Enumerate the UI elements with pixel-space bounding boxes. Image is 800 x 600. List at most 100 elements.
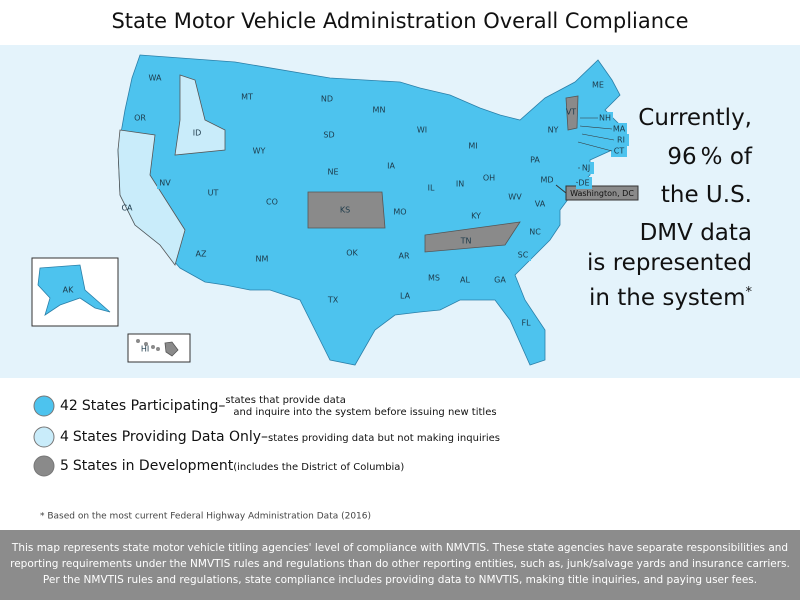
hawaii-island: [136, 339, 140, 343]
state-label: WY: [253, 147, 266, 156]
state-label: SD: [323, 131, 334, 140]
state-shape: [117, 129, 186, 266]
state-label: NY: [548, 126, 559, 135]
state-label: NJ: [582, 164, 590, 173]
state-shape: [527, 226, 543, 238]
state-label: AK: [63, 286, 74, 295]
state-shape: [597, 112, 613, 124]
state-shape: [426, 272, 442, 284]
state-shape: [481, 172, 497, 184]
state-shape: [325, 294, 341, 306]
legend-entry: 42 States Participating–: [60, 398, 225, 414]
state-label: MA: [613, 125, 626, 134]
state-label: VT: [566, 108, 576, 117]
state-label: OK: [346, 249, 358, 258]
state-shape: [424, 221, 521, 253]
legend-swatch: [33, 426, 55, 448]
footnote: * Based on the most current Federal High…: [40, 512, 371, 522]
state-shape: [452, 178, 468, 190]
state-shape: [565, 95, 579, 131]
legend-note: (includes the District of Columbia): [233, 462, 404, 473]
hawaii-island: [144, 342, 148, 346]
state-shape: [507, 191, 523, 203]
state-shape: [132, 112, 148, 124]
state-label: MT: [241, 93, 253, 102]
legend-entry: 5 States in Development: [60, 458, 234, 474]
state-shape: [492, 274, 508, 286]
state-shape: [164, 341, 179, 357]
callout-text: DMV data: [640, 220, 752, 246]
label-leader: [575, 181, 579, 184]
state-label: MD: [540, 176, 553, 185]
footer-line: This map represents state motor vehicle …: [11, 542, 788, 554]
legend-dash: –: [218, 398, 225, 414]
state-shape: [174, 74, 226, 156]
state-label: MS: [428, 274, 440, 283]
state-shape: [457, 274, 473, 286]
legend-dash: –: [261, 429, 268, 445]
state-shape: [264, 196, 280, 208]
state-shape: [147, 72, 163, 84]
state-label: NH: [599, 114, 611, 123]
state-shape: [515, 249, 531, 261]
legend-swatch: [33, 455, 55, 477]
state-label: AZ: [196, 250, 207, 259]
state-shape: [193, 248, 209, 260]
hawaii-island: [151, 345, 155, 349]
state-label: ND: [321, 95, 333, 104]
legend-label: States Providing Data Only: [73, 429, 261, 445]
state-shape: [468, 210, 484, 222]
legend-count: 5: [60, 458, 69, 474]
state-label: CT: [614, 147, 625, 156]
callout-text: % of: [701, 144, 753, 170]
callout-line: is represented: [587, 250, 752, 276]
state-label: UT: [208, 189, 219, 198]
callout-line: 96% of: [667, 144, 753, 170]
footer-line: reporting requirements under the NMVTIS …: [10, 558, 790, 570]
state-label: MO: [393, 208, 406, 217]
state-label: OR: [134, 114, 146, 123]
label-leader: [577, 141, 613, 152]
dc-label: Washington, DC: [570, 189, 634, 198]
callout: Currently, 96% of the U.S. DMV data is repre…: [587, 105, 753, 311]
legend-note: states providing data but not making inq…: [268, 433, 500, 444]
state-label: AR: [398, 252, 409, 261]
state-shape: [325, 166, 341, 178]
state-label: WI: [417, 126, 427, 135]
state-shape: [576, 177, 592, 189]
state-shape: [396, 250, 412, 262]
state-shape: [527, 154, 543, 166]
state-label: NC: [529, 228, 541, 237]
state-shape: [613, 134, 629, 146]
title: State Motor Vehicle Administration Overa…: [111, 9, 688, 33]
state-shape: [590, 79, 606, 91]
state-label: NM: [256, 255, 269, 264]
state-label: CO: [266, 198, 278, 207]
state-shape: [383, 160, 399, 172]
state-label: AL: [460, 276, 470, 285]
state-shape: [611, 145, 627, 157]
callout-text: in the system: [589, 285, 746, 311]
callout-text: Currently,: [638, 105, 752, 131]
state-label: KS: [340, 206, 350, 215]
callout-line: Currently,: [638, 105, 752, 131]
state-label: LA: [400, 292, 411, 301]
state-shape: [254, 253, 270, 265]
callout-asterisk: *: [746, 285, 753, 300]
legend-label: States Participating: [82, 398, 219, 414]
legend-entry: 4 States Providing Data Only–: [60, 429, 268, 445]
state-label: ME: [592, 81, 604, 90]
state-shape: [465, 140, 481, 152]
label-leader: [579, 125, 613, 130]
state-label: IA: [387, 162, 395, 171]
state-shape: [371, 104, 387, 116]
states: WA OR CA ID NV MT WY UT AZ CO NM ND SD NE KS OK TX MN IA MO…: [63, 72, 629, 357]
state-label: TX: [327, 296, 339, 305]
state-shape: [423, 182, 439, 194]
state-label: OH: [483, 174, 495, 183]
state-shape: [397, 290, 413, 302]
state-label: MI: [468, 142, 477, 151]
legend-note: states that provide data: [225, 395, 345, 406]
state-label: WA: [149, 74, 162, 83]
state-label: MN: [373, 106, 386, 115]
